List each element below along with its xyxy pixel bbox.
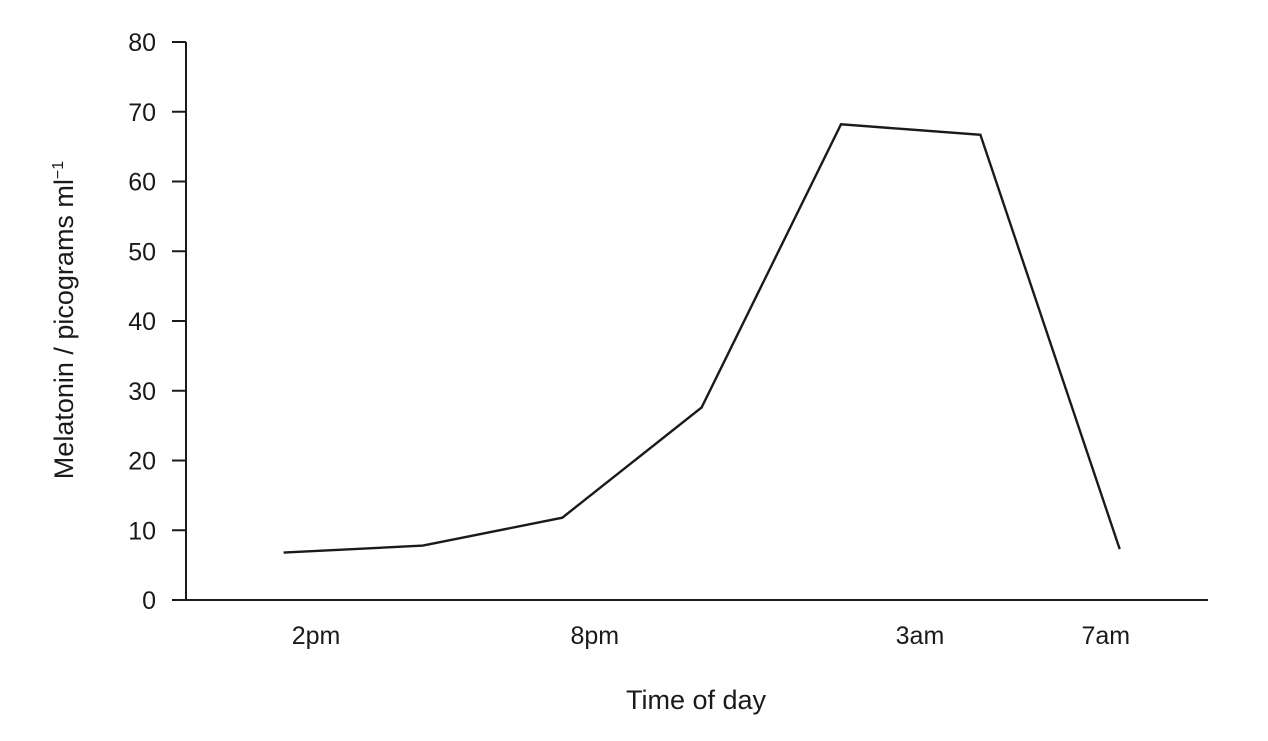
y-tick-label: 10 xyxy=(128,517,156,545)
x-tick-label: 2pm xyxy=(292,622,341,650)
y-axis-title-superscript: −1 xyxy=(50,161,67,179)
y-tick-label: 0 xyxy=(142,587,156,615)
y-axis-title: Melatonin / picograms ml−1 xyxy=(49,161,79,479)
y-axis-title-main: Melatonin / picograms ml xyxy=(49,179,79,479)
y-tick-label: 20 xyxy=(128,448,156,476)
y-tick-label: 40 xyxy=(128,308,156,336)
x-tick-label: 3am xyxy=(896,622,945,650)
x-tick-label: 8pm xyxy=(570,622,619,650)
x-tick-label: 7am xyxy=(1081,622,1130,650)
melatonin-series-line xyxy=(283,123,1121,554)
y-tick-label: 80 xyxy=(128,29,156,57)
y-tick-label: 50 xyxy=(128,238,156,266)
x-axis-title: Time of day xyxy=(626,685,767,715)
y-axis-ticks: 0 10 20 30 40 50 60 70 80 xyxy=(128,29,186,615)
x-axis-ticks: 2pm 8pm 3am 7am xyxy=(292,622,1130,650)
y-tick-label: 70 xyxy=(128,99,156,127)
data-points xyxy=(283,124,1120,553)
y-tick-label: 30 xyxy=(128,378,156,406)
y-tick-label: 60 xyxy=(128,169,156,197)
